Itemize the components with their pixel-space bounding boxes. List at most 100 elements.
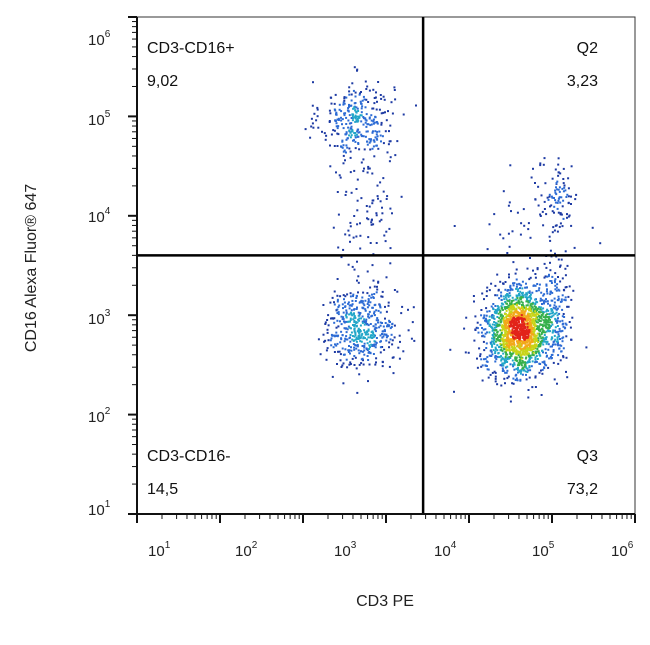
event-dot xyxy=(367,298,370,301)
event-dot xyxy=(517,317,520,320)
event-dot xyxy=(514,328,517,331)
event-dot xyxy=(368,141,371,144)
event-dot xyxy=(358,331,361,334)
event-dot xyxy=(383,333,386,336)
event-dot xyxy=(495,329,498,332)
event-dot xyxy=(353,106,356,109)
event-dot xyxy=(524,348,527,351)
event-dot xyxy=(518,302,521,305)
event-dot xyxy=(496,316,499,318)
event-dot xyxy=(342,101,345,104)
event-dot xyxy=(562,356,565,359)
event-dot xyxy=(535,355,538,357)
event-dot xyxy=(374,334,376,337)
event-dot xyxy=(381,336,384,339)
event-dot xyxy=(545,320,548,323)
event-dot xyxy=(361,105,364,108)
event-dot xyxy=(344,233,347,236)
event-dot xyxy=(382,111,385,114)
event-dot xyxy=(335,111,338,114)
event-dot xyxy=(518,360,521,363)
event-dot xyxy=(474,329,477,331)
event-dot xyxy=(490,340,493,343)
event-dot xyxy=(556,299,559,302)
event-dot xyxy=(349,334,352,336)
event-dot xyxy=(370,343,373,346)
event-dot xyxy=(333,335,336,338)
event-dot xyxy=(348,345,350,347)
event-dot xyxy=(346,328,349,331)
event-dot xyxy=(373,293,376,295)
y-tick-label-2: 102 xyxy=(88,406,111,426)
event-dot xyxy=(494,352,497,355)
event-dot xyxy=(483,335,486,338)
event-dot xyxy=(370,223,373,226)
event-dot xyxy=(507,338,510,341)
event-dot xyxy=(356,128,359,131)
x-axis-title: CD3 PE xyxy=(356,593,414,610)
event-dot xyxy=(349,171,352,174)
event-dot xyxy=(534,314,537,317)
event-dot xyxy=(381,212,384,215)
event-dot xyxy=(565,196,568,198)
event-dot xyxy=(333,321,336,324)
event-dot xyxy=(534,284,537,287)
event-dot xyxy=(515,324,518,326)
event-dot xyxy=(358,363,361,366)
event-dot xyxy=(533,305,536,308)
event-dot xyxy=(359,337,362,340)
event-dot xyxy=(375,341,378,344)
event-dot xyxy=(528,361,531,363)
event-dot xyxy=(514,334,517,337)
event-dot xyxy=(506,338,509,341)
event-dot xyxy=(497,339,500,342)
event-dot xyxy=(506,349,509,351)
event-dot xyxy=(541,331,543,334)
event-dot xyxy=(543,302,545,305)
event-dot xyxy=(525,373,527,376)
event-dot xyxy=(387,143,390,146)
event-dot xyxy=(353,308,355,311)
event-dot xyxy=(557,317,559,320)
event-dot xyxy=(368,205,371,208)
event-dot xyxy=(357,115,360,118)
event-dot xyxy=(384,305,386,308)
event-dot xyxy=(509,294,512,297)
event-dot xyxy=(358,319,361,322)
event-dot xyxy=(510,315,513,318)
event-dot xyxy=(509,164,512,167)
event-dot xyxy=(543,360,546,363)
event-dot xyxy=(329,112,332,115)
event-dot xyxy=(336,278,339,280)
event-dot xyxy=(358,317,361,320)
event-dot xyxy=(551,196,554,199)
event-dot xyxy=(345,309,348,312)
event-dot xyxy=(526,371,529,373)
event-dot xyxy=(368,304,371,307)
event-dot xyxy=(371,264,374,267)
event-dot xyxy=(492,349,495,352)
event-dot xyxy=(449,348,452,351)
event-dot xyxy=(394,154,397,157)
event-dot xyxy=(585,346,588,349)
event-dot xyxy=(512,299,515,302)
event-dot xyxy=(504,361,507,363)
event-dot xyxy=(530,365,533,368)
quadrant-q2-percent: 3,23 xyxy=(567,73,598,90)
event-dot xyxy=(352,324,354,326)
event-dot xyxy=(539,342,541,345)
event-dot xyxy=(547,326,550,329)
event-dot xyxy=(562,325,565,328)
event-dot xyxy=(546,316,549,318)
event-dot xyxy=(525,361,528,364)
event-dot xyxy=(363,304,366,307)
event-dot xyxy=(494,348,497,351)
event-dot xyxy=(370,114,373,117)
event-dot xyxy=(375,361,377,364)
event-dot xyxy=(504,356,507,358)
event-dot xyxy=(338,108,341,111)
event-dot xyxy=(525,331,528,333)
event-dot xyxy=(512,314,514,317)
event-dot xyxy=(525,344,528,347)
event-dot xyxy=(520,345,523,348)
